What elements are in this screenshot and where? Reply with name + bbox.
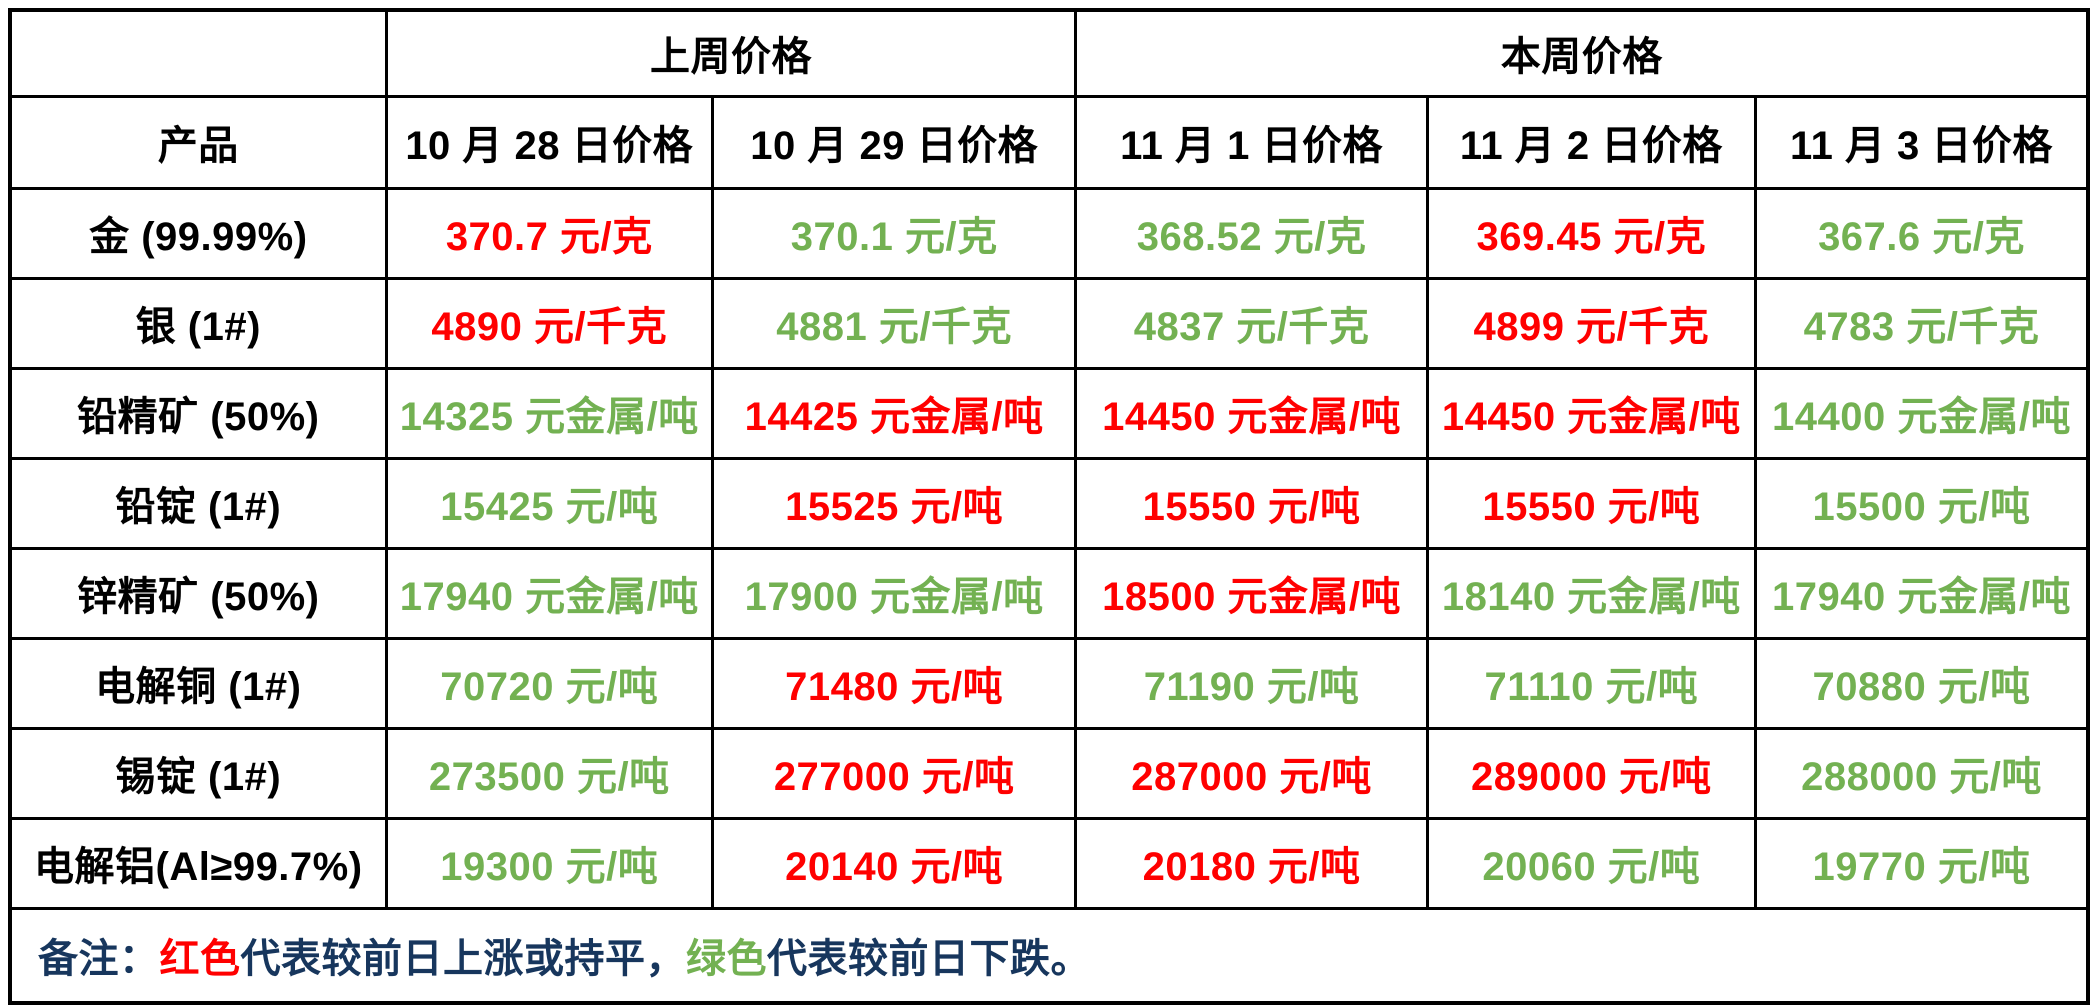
price-cell: 4881 元/千克 (710, 276, 1078, 370)
note-red-term: 红色 (159, 937, 241, 982)
price-cell: 14425 元金属/吨 (710, 366, 1078, 460)
price-cell: 15550 元/吨 (1425, 456, 1757, 550)
product-name: 金 (99.99%) (8, 186, 388, 280)
price-cell: 288000 元/吨 (1753, 726, 2090, 820)
metal-price-table-container: 上周价格 本周价格 产品 10 月 28 日价格 10 月 29 日价格 11 … (8, 8, 2090, 1005)
price-cell: 71110 元/吨 (1425, 636, 1757, 730)
table-row-zinc-concentrate: 锌精矿 (50%) 17940 元金属/吨 17900 元金属/吨 18500 … (8, 546, 2090, 640)
col-header-date-nov2: 11 月 2 日价格 (1425, 94, 1757, 190)
price-cell: 273500 元/吨 (384, 726, 714, 820)
price-cell: 20180 元/吨 (1074, 816, 1429, 910)
col-header-date-oct28: 10 月 28 日价格 (384, 94, 714, 190)
product-name: 锌精矿 (50%) (8, 546, 388, 640)
price-cell: 15500 元/吨 (1753, 456, 2090, 550)
price-cell: 14450 元金属/吨 (1425, 366, 1757, 460)
legend-note: 备注：红色代表较前日上涨或持平，绿色代表较前日下跌。 (8, 906, 2090, 1005)
note-green-desc: 代表较前日下跌。 (767, 937, 1091, 982)
col-header-date-nov1: 11 月 1 日价格 (1074, 94, 1429, 190)
price-cell: 289000 元/吨 (1425, 726, 1757, 820)
group-header-row: 上周价格 本周价格 (8, 8, 2090, 98)
price-cell: 20140 元/吨 (710, 816, 1078, 910)
group-header-this-week: 本周价格 (1074, 8, 2090, 98)
table-row-aluminum: 电解铝(Al≥99.7%) 19300 元/吨 20140 元/吨 20180 … (8, 816, 2090, 910)
price-cell: 368.52 元/克 (1074, 186, 1429, 280)
price-cell: 15525 元/吨 (710, 456, 1078, 550)
product-name: 电解铜 (1#) (8, 636, 388, 730)
price-cell: 15550 元/吨 (1074, 456, 1429, 550)
metal-price-table: 上周价格 本周价格 产品 10 月 28 日价格 10 月 29 日价格 11 … (8, 8, 2090, 1005)
price-cell: 17940 元金属/吨 (384, 546, 714, 640)
note-red-desc: 代表较前日上涨或持平， (240, 937, 686, 982)
price-cell: 19770 元/吨 (1753, 816, 2090, 910)
price-cell: 70720 元/吨 (384, 636, 714, 730)
price-cell: 15425 元/吨 (384, 456, 714, 550)
product-name: 铅精矿 (50%) (8, 366, 388, 460)
corner-cell (8, 8, 388, 98)
price-cell: 14325 元金属/吨 (384, 366, 714, 460)
price-cell: 370.1 元/克 (710, 186, 1078, 280)
price-cell: 71190 元/吨 (1074, 636, 1429, 730)
note-row: 备注：红色代表较前日上涨或持平，绿色代表较前日下跌。 (8, 906, 2090, 1005)
group-header-last-week: 上周价格 (384, 8, 1078, 98)
col-header-date-nov3: 11 月 3 日价格 (1753, 94, 2090, 190)
table-row-silver: 银 (1#) 4890 元/千克 4881 元/千克 4837 元/千克 489… (8, 276, 2090, 370)
price-cell: 4837 元/千克 (1074, 276, 1429, 370)
price-cell: 71480 元/吨 (710, 636, 1078, 730)
product-name: 银 (1#) (8, 276, 388, 370)
note-prefix: 备注： (38, 937, 160, 982)
table-row-gold: 金 (99.99%) 370.7 元/克 370.1 元/克 368.52 元/… (8, 186, 2090, 280)
price-cell: 4899 元/千克 (1425, 276, 1757, 370)
price-cell: 370.7 元/克 (384, 186, 714, 280)
price-cell: 18140 元金属/吨 (1425, 546, 1757, 640)
table-row-copper: 电解铜 (1#) 70720 元/吨 71480 元/吨 71190 元/吨 7… (8, 636, 2090, 730)
price-cell: 4783 元/千克 (1753, 276, 2090, 370)
note-green-term: 绿色 (686, 937, 767, 982)
table-row-lead-concentrate: 铅精矿 (50%) 14325 元金属/吨 14425 元金属/吨 14450 … (8, 366, 2090, 460)
price-cell: 14400 元金属/吨 (1753, 366, 2090, 460)
price-cell: 369.45 元/克 (1425, 186, 1757, 280)
price-cell: 287000 元/吨 (1074, 726, 1429, 820)
product-name: 铅锭 (1#) (8, 456, 388, 550)
table-row-tin-ingot: 锡锭 (1#) 273500 元/吨 277000 元/吨 287000 元/吨… (8, 726, 2090, 820)
product-name: 锡锭 (1#) (8, 726, 388, 820)
price-cell: 14450 元金属/吨 (1074, 366, 1429, 460)
price-cell: 277000 元/吨 (710, 726, 1078, 820)
price-cell: 4890 元/千克 (384, 276, 714, 370)
price-cell: 19300 元/吨 (384, 816, 714, 910)
table-row-lead-ingot: 铅锭 (1#) 15425 元/吨 15525 元/吨 15550 元/吨 15… (8, 456, 2090, 550)
price-cell: 17900 元金属/吨 (710, 546, 1078, 640)
product-name: 电解铝(Al≥99.7%) (8, 816, 388, 910)
price-cell: 20060 元/吨 (1425, 816, 1757, 910)
price-cell: 367.6 元/克 (1753, 186, 2090, 280)
col-header-date-oct29: 10 月 29 日价格 (710, 94, 1078, 190)
price-cell: 17940 元金属/吨 (1753, 546, 2090, 640)
column-header-row: 产品 10 月 28 日价格 10 月 29 日价格 11 月 1 日价格 11… (8, 94, 2090, 190)
price-cell: 70880 元/吨 (1753, 636, 2090, 730)
price-cell: 18500 元金属/吨 (1074, 546, 1429, 640)
col-header-product: 产品 (8, 94, 388, 190)
